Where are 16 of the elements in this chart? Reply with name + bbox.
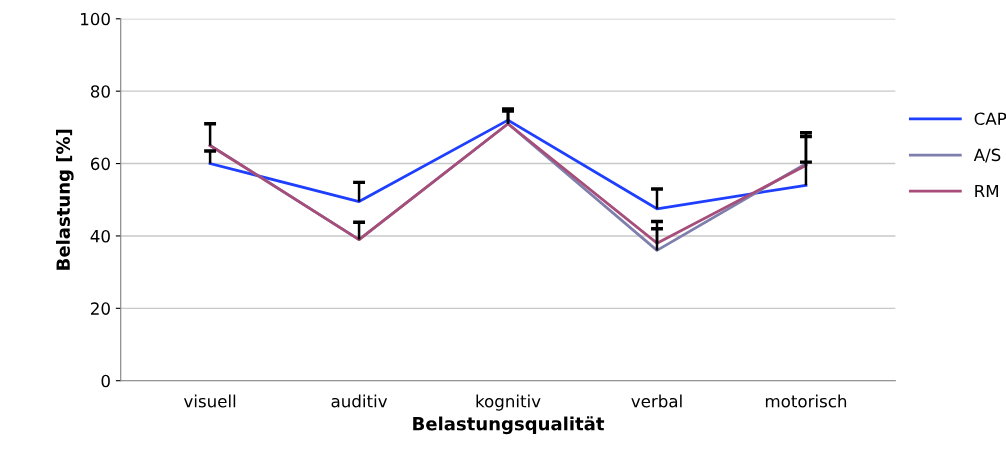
x-axis-title: Belastungsqualität <box>413 416 605 435</box>
legend-label: A/S <box>973 148 1001 163</box>
x-tick-label: visuell <box>183 394 236 408</box>
x-tick-label: auditiv <box>331 394 388 408</box>
y-axis-title: Belastung [%] <box>56 129 74 270</box>
legend-label: CAP <box>974 112 1006 126</box>
y-tick-label: 0 <box>101 374 110 388</box>
x-tick-label: motorisch <box>765 394 847 408</box>
y-tick-label: 40 <box>90 229 110 243</box>
y-tick-label: 100 <box>81 12 110 26</box>
y-tick-label: 20 <box>91 302 110 315</box>
x-tick-label: kognitiv <box>476 394 541 411</box>
x-tick-label: verbal <box>631 394 682 408</box>
y-tick-label: 60 <box>90 157 110 171</box>
y-tick-label: 80 <box>90 85 110 98</box>
legend-label: RM <box>975 184 999 198</box>
